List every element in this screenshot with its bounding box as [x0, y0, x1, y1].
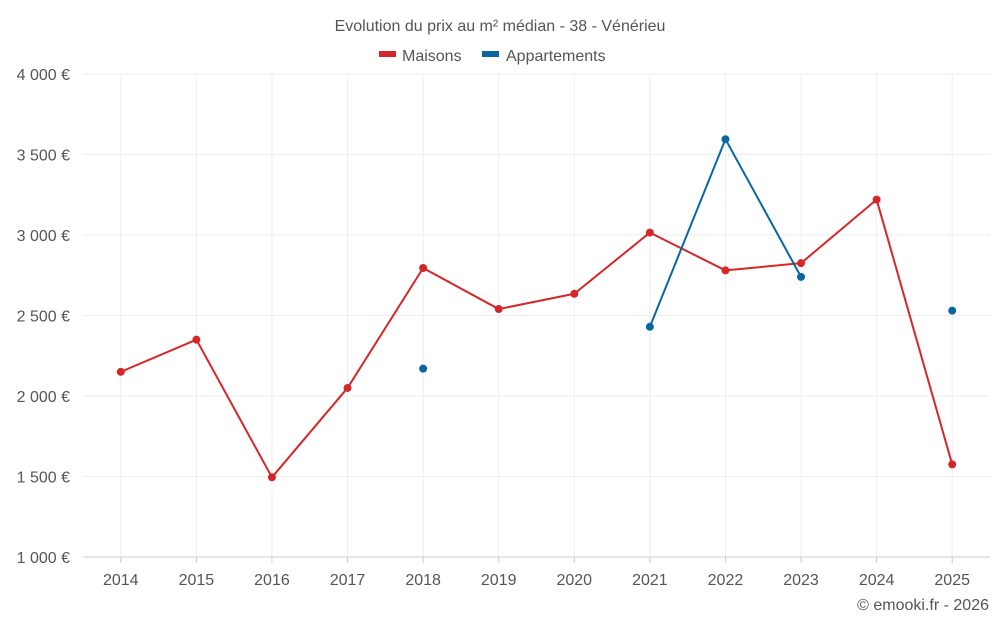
- data-point-appartements[interactable]: [419, 364, 428, 373]
- y-tick-label: 4 000 €: [17, 67, 70, 84]
- x-tick-label: 2023: [783, 572, 819, 589]
- data-point-maisons[interactable]: [116, 367, 125, 376]
- chart-axes: 1 000 € 1 500 € 2 000 € 2 500 € 3 000 € 3 500…: [17, 67, 990, 589]
- data-point-maisons[interactable]: [343, 383, 352, 392]
- chart-grid: [83, 73, 990, 557]
- data-point-maisons[interactable]: [570, 289, 579, 298]
- y-tick-label: 3 500 €: [17, 148, 70, 165]
- data-point-maisons[interactable]: [797, 259, 806, 268]
- x-tick-label: 2019: [481, 572, 517, 589]
- x-tick-label: 2014: [103, 572, 139, 589]
- data-point-maisons[interactable]: [419, 264, 428, 273]
- series-maisons: [116, 195, 957, 482]
- x-tick-label: 2015: [179, 572, 215, 589]
- x-tick-label: 2016: [254, 572, 290, 589]
- x-tick-label: 2020: [556, 572, 592, 589]
- y-tick-label: 1 000 €: [17, 550, 70, 567]
- data-point-appartements[interactable]: [948, 306, 957, 315]
- x-tick-label: 2021: [632, 572, 668, 589]
- x-tick-label: 2017: [330, 572, 366, 589]
- data-point-maisons[interactable]: [872, 195, 881, 204]
- credit-text: © emooki.fr - 2026: [857, 597, 989, 614]
- series-line-maisons: [119, 198, 954, 479]
- data-point-appartements[interactable]: [721, 135, 730, 144]
- legend-label-maisons[interactable]: Maisons: [402, 48, 462, 65]
- data-point-maisons[interactable]: [192, 335, 201, 344]
- chart-series: [116, 135, 957, 482]
- y-tick-label: 2 500 €: [17, 309, 70, 326]
- x-tick-label: 2018: [405, 572, 441, 589]
- data-point-appartements[interactable]: [797, 272, 806, 281]
- x-tick-label: 2022: [708, 572, 744, 589]
- data-point-maisons[interactable]: [494, 305, 503, 314]
- legend-label-appartements[interactable]: Appartements: [506, 48, 606, 65]
- x-tick-label: 2024: [859, 572, 895, 589]
- data-point-appartements[interactable]: [645, 322, 654, 331]
- series-appartements: [419, 135, 957, 373]
- legend-swatch-appartements[interactable]: [482, 51, 499, 57]
- y-tick-label: 1 500 €: [17, 470, 70, 487]
- data-point-maisons[interactable]: [948, 460, 957, 469]
- data-point-maisons[interactable]: [267, 473, 276, 482]
- chart-title: Evolution du prix au m² médian - 38 - Vé…: [335, 18, 666, 35]
- legend-swatch-maisons[interactable]: [379, 51, 396, 57]
- chart-legend: Maisons Appartements: [379, 48, 606, 65]
- data-point-maisons[interactable]: [645, 228, 654, 237]
- x-tick-label: 2025: [934, 572, 970, 589]
- y-tick-label: 2 000 €: [17, 389, 70, 406]
- y-tick-label: 3 000 €: [17, 228, 70, 245]
- data-point-maisons[interactable]: [721, 266, 730, 275]
